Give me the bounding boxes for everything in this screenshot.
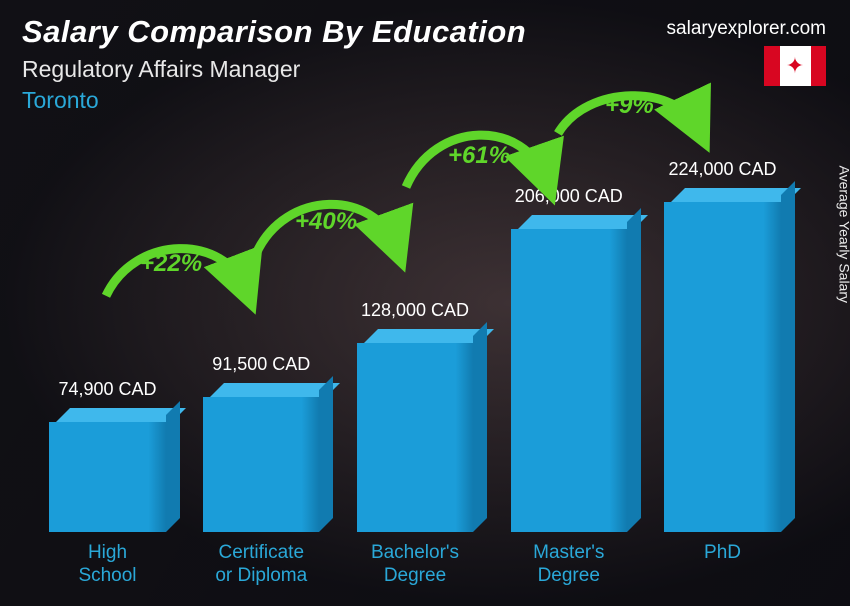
chart-subtitle: Regulatory Affairs Manager bbox=[22, 56, 828, 83]
bar bbox=[664, 188, 780, 532]
brand-label: salaryexplorer.com bbox=[667, 18, 826, 40]
bar bbox=[511, 215, 627, 532]
bar-value-label: 91,500 CAD bbox=[212, 354, 310, 375]
bar-x-label: PhD bbox=[704, 542, 741, 588]
bar-side-face bbox=[166, 401, 180, 532]
increase-percent-label: +22% bbox=[140, 250, 202, 278]
bar-group: 91,500 CAD Certificateor Diploma bbox=[194, 354, 329, 588]
bar-x-label: Certificateor Diploma bbox=[215, 542, 307, 588]
bar-front-face bbox=[203, 397, 319, 532]
increase-arc bbox=[400, 125, 560, 225]
bar-group: 74,900 CAD HighSchool bbox=[40, 379, 175, 588]
bar-x-label: HighSchool bbox=[78, 542, 136, 588]
increase-percent-label: +61% bbox=[448, 142, 510, 170]
chart-location: Toronto bbox=[22, 87, 828, 114]
bar-front-face bbox=[664, 202, 780, 532]
maple-leaf-icon: ✦ bbox=[786, 55, 804, 77]
bar-front-face bbox=[49, 422, 165, 532]
increase-percent-label: +40% bbox=[295, 208, 357, 236]
bar-front-face bbox=[357, 343, 473, 532]
bar bbox=[203, 383, 319, 532]
bar-side-face bbox=[627, 208, 641, 532]
bar bbox=[357, 329, 473, 532]
bar bbox=[49, 408, 165, 532]
bar-value-label: 74,900 CAD bbox=[58, 379, 156, 400]
arc-arrow-icon bbox=[400, 125, 560, 225]
flag-stripe-right bbox=[811, 46, 827, 86]
bar-side-face bbox=[473, 322, 487, 532]
bar-group: 224,000 CAD PhD bbox=[655, 159, 790, 588]
bar-value-label: 224,000 CAD bbox=[668, 159, 776, 180]
bar-x-label: Master'sDegree bbox=[533, 542, 604, 588]
bar-group: 206,000 CAD Master'sDegree bbox=[501, 186, 636, 588]
canada-flag-icon: ✦ bbox=[764, 46, 826, 86]
bar-x-label: Bachelor'sDegree bbox=[371, 542, 459, 588]
bar-group: 128,000 CAD Bachelor'sDegree bbox=[348, 300, 483, 588]
bar-side-face bbox=[319, 376, 333, 532]
flag-center: ✦ bbox=[780, 46, 811, 86]
bar-value-label: 128,000 CAD bbox=[361, 300, 469, 321]
flag-stripe-left bbox=[764, 46, 780, 86]
bar-side-face bbox=[781, 181, 795, 532]
bar-front-face bbox=[511, 229, 627, 532]
y-axis-label: Average Yearly Salary bbox=[836, 166, 850, 304]
brand-name: salaryexplorer bbox=[667, 18, 785, 39]
brand-domain: .com bbox=[785, 18, 826, 39]
